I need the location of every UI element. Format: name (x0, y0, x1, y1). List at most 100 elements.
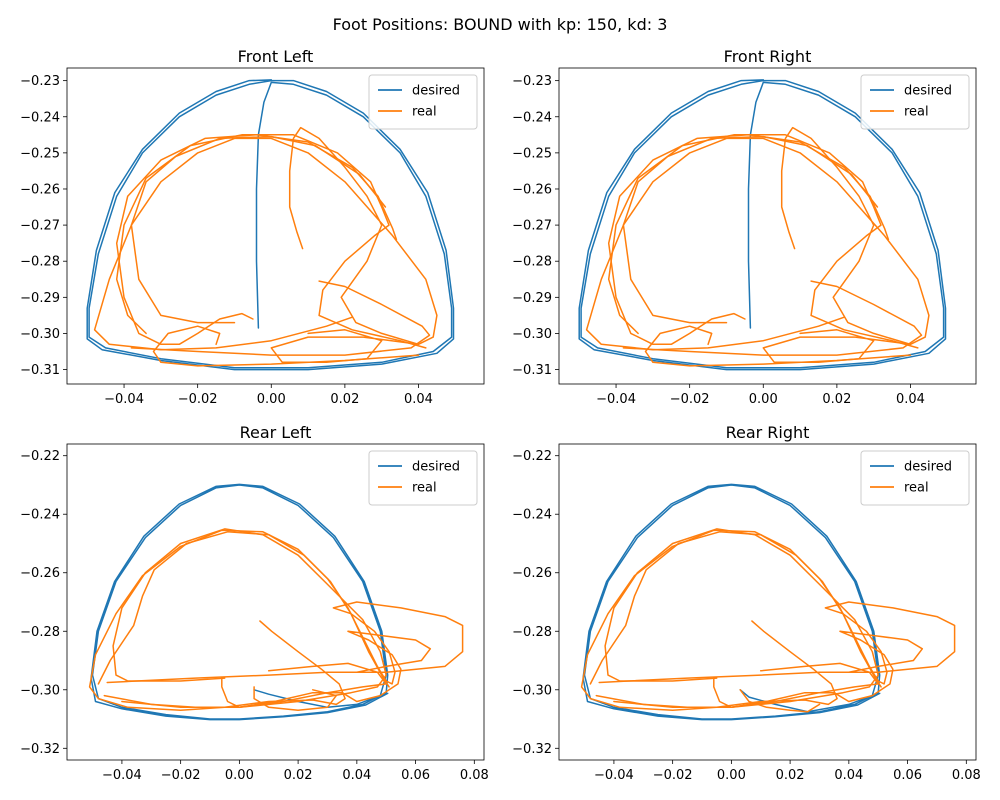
x-tick-label: 0.04 (834, 768, 863, 783)
x-tick-label: 0.02 (822, 392, 851, 407)
x-tick-label: 0.08 (952, 768, 981, 783)
y-tick-label: −0.30 (20, 683, 60, 698)
subplot-title-front-left: Front Left (238, 47, 314, 66)
legend-box (368, 74, 478, 130)
x-tick-label: 0.06 (893, 768, 922, 783)
legend-label-desired: desired (904, 84, 952, 99)
subplot-title-rear-right: Rear Right (726, 423, 810, 442)
x-tick-label: 0.00 (257, 392, 286, 407)
x-tick-label: 0.04 (404, 392, 433, 407)
series-line-real-5 (595, 662, 879, 709)
y-tick-label: −0.23 (20, 74, 60, 89)
series-line-real-2 (130, 280, 431, 356)
legend-label-desired: desired (412, 460, 460, 475)
x-tick-label: 0.00 (717, 768, 746, 783)
legend-label-real: real (904, 481, 929, 496)
y-tick-label: −0.32 (20, 742, 60, 757)
y-tick-label: −0.30 (512, 683, 552, 698)
x-tick-label: 0.02 (776, 768, 805, 783)
series-lines (578, 79, 947, 371)
y-tick-label: −0.22 (512, 449, 552, 464)
y-tick-label: −0.24 (512, 508, 552, 523)
legend-box (860, 74, 970, 130)
subplot-rear-left: Rear Left −0.04 −0.02 0.00 0.02 0.04 0.06 0.08 −… (20, 423, 489, 783)
y-tick-label: −0.23 (512, 74, 552, 89)
x-tick-label: 0.08 (460, 768, 489, 783)
series-line-real-4 (115, 134, 427, 349)
series-line-real-6 (739, 689, 821, 713)
y-tick-label: −0.26 (20, 182, 60, 197)
series-line-real-2 (622, 280, 923, 356)
series-line-real-2 (112, 528, 387, 709)
series-lines (86, 79, 455, 371)
x-tick-label: −0.04 (594, 768, 634, 783)
subplot-front-right: Front Right −0.04 −0.02 0.00 0.02 0.04 −0.23 −0… (512, 47, 977, 407)
x-tick-label: 0.02 (330, 392, 359, 407)
y-tick-label: −0.28 (20, 625, 60, 640)
subplot-front-left: Front Left −0.04 −0.02 0.00 0.02 0.04 −0.23 −0.… (20, 47, 485, 407)
axes-frame (558, 67, 977, 385)
y-tick-label: −0.32 (512, 742, 552, 757)
y-tick-label: −0.22 (20, 449, 60, 464)
legend: desired real (860, 74, 970, 130)
y-tick-label: −0.28 (512, 625, 552, 640)
y-tick-label: −0.31 (512, 363, 552, 378)
y-tick-label: −0.28 (20, 255, 60, 270)
legend-box (860, 450, 970, 506)
y-tick-label: −0.26 (512, 182, 552, 197)
x-tick-label: −0.02 (161, 768, 201, 783)
y-tick-label: −0.28 (512, 255, 552, 270)
x-tick-label: 0.04 (342, 768, 371, 783)
x-tick-label: −0.04 (596, 392, 636, 407)
x-tick-label: 0.06 (401, 768, 430, 783)
y-tick-label: −0.31 (20, 363, 60, 378)
x-tick-label: 0.02 (284, 768, 313, 783)
series-line-desired-1 (90, 483, 389, 721)
series-line-real-1 (585, 126, 930, 351)
subplot-rear-right: Rear Right −0.04 −0.02 0.00 0.02 0.04 0.06 0.08… (512, 423, 981, 783)
series-line-real-7 (270, 329, 420, 364)
y-tick-label: −0.25 (512, 146, 552, 161)
axes-frame (66, 67, 485, 385)
y-tick-label: −0.27 (512, 219, 552, 234)
series-line-real-2 (604, 528, 879, 709)
legend-label-desired: desired (904, 460, 952, 475)
legend-label-desired: desired (412, 84, 460, 99)
legend: desired real (368, 450, 478, 506)
y-tick-label: −0.24 (20, 110, 60, 125)
series-lines (88, 483, 464, 721)
x-tick-label: 0.04 (896, 392, 925, 407)
y-tick-label: −0.29 (512, 291, 552, 306)
y-tick-label: −0.30 (512, 327, 552, 342)
y-tick-label: −0.26 (20, 566, 60, 581)
legend-label-real: real (412, 481, 437, 496)
series-line-real-1 (93, 126, 438, 351)
y-tick-label: −0.26 (512, 566, 552, 581)
x-tick-label: −0.02 (178, 392, 218, 407)
y-tick-label: −0.27 (20, 219, 60, 234)
x-tick-label: −0.02 (653, 768, 693, 783)
series-line-desired-1 (86, 79, 455, 371)
series-line-real-4 (97, 531, 390, 688)
x-tick-label: 0.00 (749, 392, 778, 407)
x-tick-label: −0.02 (670, 392, 710, 407)
subplot-title-rear-left: Rear Left (240, 423, 312, 442)
figure-title: Foot Positions: BOUND with kp: 150, kd: … (333, 15, 668, 34)
x-tick-label: 0.00 (225, 768, 254, 783)
y-tick-label: −0.24 (20, 508, 60, 523)
series-line-real-6 (130, 135, 387, 324)
series-line-real-4 (589, 531, 882, 688)
series-line-real-6 (622, 135, 879, 324)
series-lines (580, 483, 956, 721)
x-tick-label: −0.04 (102, 768, 142, 783)
series-line-real-7 (762, 329, 912, 364)
series-line-real-4 (607, 134, 919, 349)
legend-label-real: real (412, 105, 437, 120)
legend-label-real: real (904, 105, 929, 120)
y-tick-label: −0.25 (20, 146, 60, 161)
y-tick-label: −0.24 (512, 110, 552, 125)
subplot-title-front-right: Front Right (724, 47, 812, 66)
legend: desired real (860, 450, 970, 506)
